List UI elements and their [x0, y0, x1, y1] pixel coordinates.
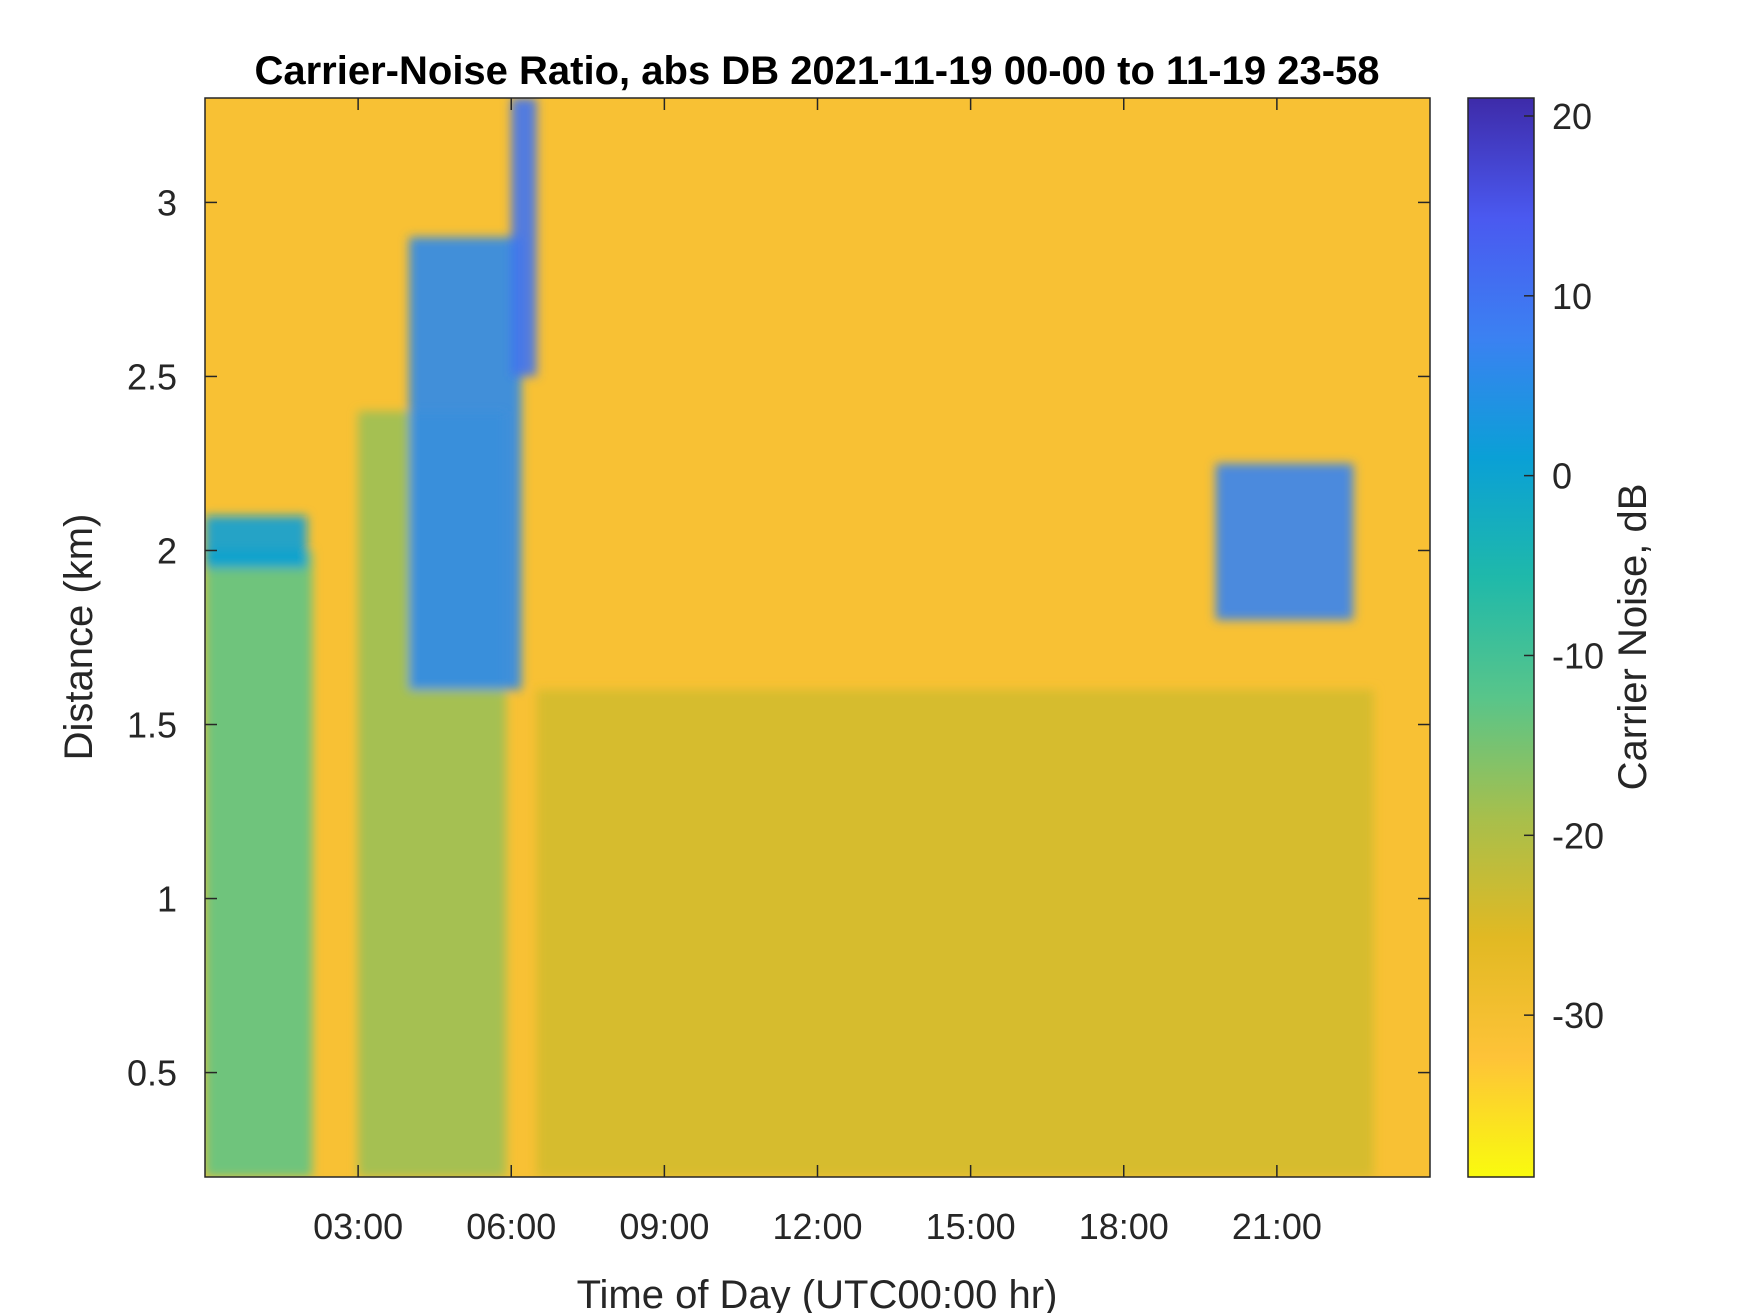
heatmap-feature-6: [1215, 463, 1354, 621]
plot-area: [205, 98, 1430, 1177]
heatmap-feature-3: [409, 237, 522, 690]
heatmap-feature-0: [205, 550, 313, 1177]
colorbar: [1467, 97, 1535, 1178]
y-axis-label: Distance (km): [57, 514, 101, 761]
y-tick-label: 2: [157, 530, 177, 571]
heatmap-feature-5: [536, 689, 1374, 1177]
colorbar-tick-label: 0: [1552, 456, 1572, 497]
colorbar-tick-label: 10: [1552, 276, 1592, 317]
y-tick-label: 3: [157, 182, 177, 223]
heatmap-feature-4: [511, 98, 537, 377]
colorbar-tick-label: -20: [1552, 815, 1604, 856]
colorbar-label: Carrier Noise, dB: [1611, 484, 1655, 791]
x-tick-label: 03:00: [313, 1206, 403, 1247]
y-tick-label: 0.5: [127, 1053, 177, 1094]
x-axis-ticks: 03:00 06:00 09:00 12:00 15:00 18:00 21:00: [313, 98, 1322, 1247]
x-tick-label: 18:00: [1079, 1206, 1169, 1247]
heatmap-features: [205, 98, 1374, 1177]
y-tick-label: 2.5: [127, 356, 177, 397]
heatmap-feature-1: [205, 515, 308, 568]
chart-title: Carrier-Noise Ratio, abs DB 2021-11-19 0…: [254, 49, 1379, 93]
y-axis-ticks: 0.5 1 1.5 2 2.5 3: [127, 182, 1430, 1094]
colorbar-tick-label: -10: [1552, 635, 1604, 676]
colorbar-tick-label: -30: [1552, 995, 1604, 1036]
x-tick-label: 12:00: [772, 1206, 862, 1247]
x-axis-label: Time of Day (UTC00:00 hr): [577, 1273, 1058, 1313]
x-tick-label: 06:00: [466, 1206, 556, 1247]
x-tick-label: 15:00: [926, 1206, 1016, 1247]
x-tick-label: 21:00: [1232, 1206, 1322, 1247]
colorbar-tick-label: 20: [1552, 96, 1592, 137]
colorbar-ticks: 20 10 0 -10 -20 -30: [1524, 96, 1604, 1036]
x-tick-label: 09:00: [619, 1206, 709, 1247]
y-tick-label: 1.5: [127, 705, 177, 746]
y-tick-label: 1: [157, 879, 177, 920]
